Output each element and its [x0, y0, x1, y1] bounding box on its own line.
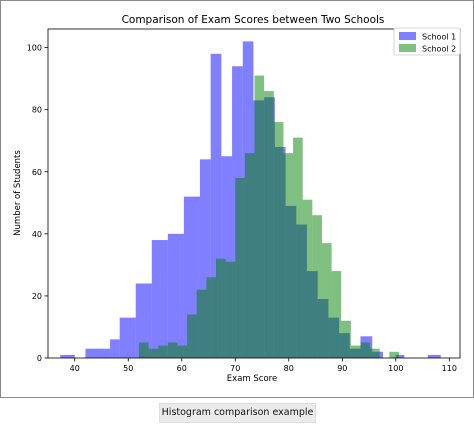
bar-school-1	[119, 317, 136, 358]
bar-school-1	[427, 354, 441, 358]
y-tick-label: 20	[32, 292, 42, 301]
bar-school-2	[196, 289, 207, 358]
bar-school-2	[273, 122, 284, 358]
chart-figure: Comparison of Exam Scores between Two Sc…	[0, 0, 474, 398]
bar-school-2	[206, 277, 217, 358]
legend-swatch-school-2	[399, 44, 416, 52]
plot-frame	[47, 28, 461, 359]
bar-school-1	[151, 240, 168, 358]
bar-school-2	[177, 345, 188, 358]
bar-school-2	[389, 351, 400, 358]
y-tick-label: 80	[32, 106, 42, 115]
bar-school-2	[158, 345, 168, 358]
x-tick-label: 60	[177, 364, 187, 373]
caption-label: Histogram comparison example	[159, 403, 316, 423]
bar-school-2	[283, 153, 294, 358]
y-axis-label: Number of Students	[13, 150, 23, 236]
bar-school-2	[235, 177, 245, 358]
x-axis-label: Exam Score	[227, 374, 277, 384]
caption-row: Histogram comparison example	[0, 398, 474, 425]
bars-layer	[60, 41, 441, 359]
y-tick-label: 40	[32, 230, 42, 239]
bar-school-2	[331, 271, 342, 358]
chart-title: Comparison of Exam Scores between Two Sc…	[122, 14, 385, 26]
bar-school-1	[135, 283, 152, 358]
bar-school-1	[199, 159, 211, 358]
bar-school-2	[244, 153, 255, 358]
histogram-chart: Comparison of Exam Scores between Two Sc…	[13, 14, 461, 384]
bar-school-2	[264, 91, 274, 358]
legend-swatch-school-1	[399, 32, 416, 40]
x-ticks: 40 50 60 70 80 90 100 110	[70, 358, 457, 373]
bar-school-2	[360, 342, 371, 358]
bar-school-1	[221, 156, 233, 358]
bar-school-2	[293, 137, 303, 358]
bar-school-1	[210, 53, 222, 358]
legend-label-school-1: School 1	[422, 33, 456, 42]
bar-school-2	[254, 75, 265, 358]
bar-school-1	[167, 233, 184, 358]
x-tick-label: 40	[70, 364, 80, 373]
bar-school-2	[341, 320, 351, 358]
bar-school-2	[138, 342, 149, 358]
x-tick-label: 110	[442, 364, 457, 373]
x-tick-label: 100	[388, 364, 403, 373]
bar-school-2	[370, 348, 380, 358]
bar-school-2	[321, 243, 332, 358]
bar-school-1	[85, 348, 111, 358]
bar-school-2	[302, 199, 313, 358]
bar-school-2	[312, 215, 322, 358]
bar-school-1	[395, 354, 405, 358]
bar-school-1	[60, 354, 75, 358]
bar-school-2	[148, 348, 159, 358]
x-tick-label: 90	[337, 364, 347, 373]
bar-school-2	[350, 345, 361, 358]
bar-school-2	[187, 314, 197, 358]
bar-school-1	[110, 339, 120, 358]
legend-label-school-2: School 2	[422, 45, 456, 54]
bar-school-2	[225, 261, 236, 358]
bar-school-2	[167, 342, 178, 358]
y-tick-label: 60	[32, 168, 42, 177]
x-tick-label: 80	[284, 364, 294, 373]
x-tick-label: 70	[230, 364, 240, 373]
y-tick-label: 100	[27, 44, 42, 53]
y-ticks: 0 20 40 60 80 100	[27, 44, 48, 363]
legend: School 1 School 2	[393, 27, 461, 56]
y-tick-label: 0	[37, 354, 42, 363]
x-tick-label: 50	[123, 364, 133, 373]
bar-school-2	[216, 258, 226, 358]
